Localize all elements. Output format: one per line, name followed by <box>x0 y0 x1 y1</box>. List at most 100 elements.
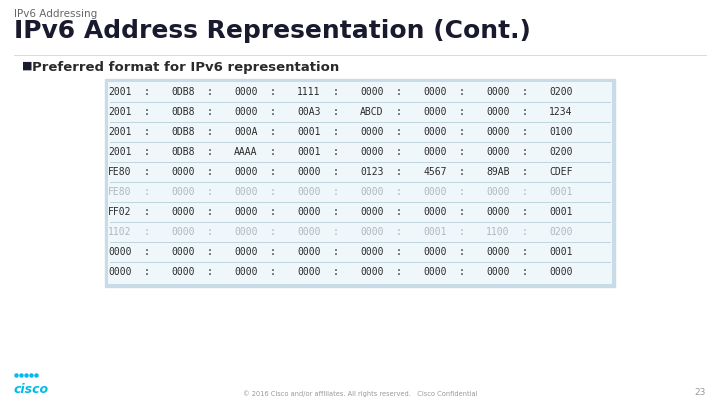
Text: :: : <box>143 167 149 177</box>
Text: :: : <box>521 267 527 277</box>
Text: :: : <box>269 87 275 97</box>
Text: 0000: 0000 <box>486 147 510 157</box>
Text: © 2016 Cisco and/or affiliates. All rights reserved.   Cisco Confidential: © 2016 Cisco and/or affiliates. All righ… <box>243 390 477 397</box>
Text: 0000: 0000 <box>108 247 132 257</box>
Text: :: : <box>143 107 149 117</box>
Text: 0000: 0000 <box>360 267 384 277</box>
Text: 2001: 2001 <box>108 127 132 137</box>
Text: 000A: 000A <box>234 127 258 137</box>
Text: 0000: 0000 <box>360 187 384 197</box>
Text: 0000: 0000 <box>423 107 446 117</box>
Text: 1111: 1111 <box>297 87 320 97</box>
Text: Preferred format for IPv6 representation: Preferred format for IPv6 representation <box>32 61 339 74</box>
Text: 23: 23 <box>695 388 706 397</box>
Text: 0001: 0001 <box>423 227 446 237</box>
Text: 0000: 0000 <box>360 247 384 257</box>
Text: FF02: FF02 <box>108 207 132 217</box>
Text: :: : <box>269 267 275 277</box>
Text: :: : <box>333 187 338 197</box>
Text: 0000: 0000 <box>234 167 258 177</box>
Text: 0DB8: 0DB8 <box>171 107 194 117</box>
Text: :: : <box>143 127 149 137</box>
Text: 0001: 0001 <box>549 187 572 197</box>
Text: :: : <box>207 127 212 137</box>
Text: 0000: 0000 <box>423 147 446 157</box>
Text: cisco: cisco <box>14 383 49 396</box>
Text: 0000: 0000 <box>360 87 384 97</box>
Text: :: : <box>395 127 401 137</box>
Text: 0000: 0000 <box>423 127 446 137</box>
Text: :: : <box>143 187 149 197</box>
Text: 0000: 0000 <box>297 187 320 197</box>
Text: 0000: 0000 <box>486 207 510 217</box>
Text: 0000: 0000 <box>549 267 572 277</box>
Text: :: : <box>207 87 212 97</box>
Text: 1234: 1234 <box>549 107 572 117</box>
Text: :: : <box>459 227 464 237</box>
Text: :: : <box>521 167 527 177</box>
Text: 00A3: 00A3 <box>297 107 320 117</box>
Text: :: : <box>459 147 464 157</box>
Text: :: : <box>269 207 275 217</box>
Text: :: : <box>521 187 527 197</box>
Text: :: : <box>521 207 527 217</box>
Text: :: : <box>459 167 464 177</box>
Text: 0000: 0000 <box>171 247 194 257</box>
Text: :: : <box>521 227 527 237</box>
Text: :: : <box>395 187 401 197</box>
Text: :: : <box>333 247 338 257</box>
Text: 0000: 0000 <box>423 267 446 277</box>
Text: :: : <box>207 167 212 177</box>
Text: 0000: 0000 <box>234 207 258 217</box>
Text: 0000: 0000 <box>423 247 446 257</box>
Text: 0000: 0000 <box>234 267 258 277</box>
Text: :: : <box>333 127 338 137</box>
Text: :: : <box>521 127 527 137</box>
Text: :: : <box>143 87 149 97</box>
Text: 0000: 0000 <box>486 127 510 137</box>
Text: 0000: 0000 <box>171 207 194 217</box>
Text: 0000: 0000 <box>171 267 194 277</box>
Text: IPv6 Addressing: IPv6 Addressing <box>14 9 97 19</box>
Text: :: : <box>333 147 338 157</box>
Text: :: : <box>269 147 275 157</box>
Text: :: : <box>521 107 527 117</box>
Text: 0DB8: 0DB8 <box>171 127 194 137</box>
Text: :: : <box>333 167 338 177</box>
Text: CDEF: CDEF <box>549 167 572 177</box>
Text: :: : <box>207 227 212 237</box>
Text: 0123: 0123 <box>360 167 384 177</box>
Text: :: : <box>521 247 527 257</box>
Text: 0000: 0000 <box>297 207 320 217</box>
Text: :: : <box>459 107 464 117</box>
FancyBboxPatch shape <box>108 82 612 284</box>
Text: :: : <box>459 247 464 257</box>
FancyBboxPatch shape <box>105 79 615 287</box>
Text: :: : <box>333 107 338 117</box>
Text: 0000: 0000 <box>297 247 320 257</box>
Text: :: : <box>459 127 464 137</box>
Text: :: : <box>207 187 212 197</box>
Text: 0200: 0200 <box>549 147 572 157</box>
Text: :: : <box>207 107 212 117</box>
Text: 0200: 0200 <box>549 227 572 237</box>
Text: :: : <box>333 207 338 217</box>
Text: 0000: 0000 <box>486 187 510 197</box>
Text: :: : <box>395 267 401 277</box>
Text: 0000: 0000 <box>234 227 258 237</box>
Text: 0001: 0001 <box>549 247 572 257</box>
Text: 0200: 0200 <box>549 87 572 97</box>
Text: 0000: 0000 <box>297 227 320 237</box>
Text: :: : <box>333 87 338 97</box>
Text: :: : <box>143 147 149 157</box>
Text: 0001: 0001 <box>297 127 320 137</box>
Text: 0000: 0000 <box>171 167 194 177</box>
Text: 2001: 2001 <box>108 87 132 97</box>
Text: 1100: 1100 <box>486 227 510 237</box>
Text: :: : <box>395 207 401 217</box>
Text: 0000: 0000 <box>234 187 258 197</box>
Text: 0000: 0000 <box>360 147 384 157</box>
Text: 0100: 0100 <box>549 127 572 137</box>
Text: :: : <box>521 87 527 97</box>
Text: :: : <box>459 187 464 197</box>
